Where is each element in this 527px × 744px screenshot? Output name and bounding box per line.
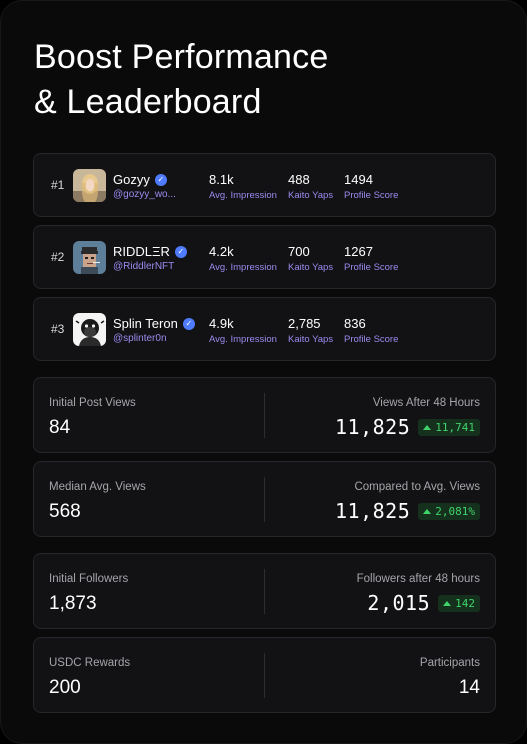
metric-card-rewards: USDC Rewards 200 Participants 14 [33, 637, 496, 713]
metric-right-label: Participants [419, 657, 480, 669]
kaito-yaps-label: Kaito Yaps [288, 262, 334, 273]
metric-right-label: Views After 48 Hours [372, 397, 480, 409]
metric-right-label: Compared to Avg. Views [354, 481, 480, 493]
page-title: Boost Performance & Leaderboard [34, 35, 328, 125]
metric-card-followers: Initial Followers 1,873 Followers after … [33, 553, 496, 629]
metric-right-group: 11,825 2,081% [335, 499, 480, 523]
leaderboard-row[interactable]: #1 Gozyy ✓ @gozyy_wo... 8.1k Avg. Impres… [33, 153, 496, 217]
avg-impression-value: 4.2k [209, 244, 234, 259]
delta-badge: 142 [438, 594, 480, 612]
metric-right-group: 11,825 11,741 [335, 415, 480, 439]
metric-right-value: 11,825 [335, 499, 411, 523]
divider [264, 653, 265, 698]
delta-value: 2,081% [435, 504, 475, 518]
user-handle[interactable]: @splinter0n [113, 333, 167, 344]
profile-score-value: 1267 [344, 244, 373, 259]
profile-score-value: 836 [344, 316, 366, 331]
verified-icon: ✓ [182, 317, 195, 330]
metric-right-value: 14 [458, 677, 480, 698]
kaito-yaps-value: 2,785 [288, 316, 321, 331]
metric-right-value: 11,825 [335, 415, 411, 439]
arrow-up-icon [423, 424, 432, 430]
metric-left-label: Median Avg. Views [49, 481, 146, 493]
avg-impression-label: Avg. Impression [209, 262, 277, 273]
username-text: RIDDLΞR [113, 244, 170, 259]
delta-value: 142 [455, 596, 475, 610]
avg-impression-label: Avg. Impression [209, 190, 277, 201]
divider [264, 569, 265, 614]
avg-impression-label: Avg. Impression [209, 334, 277, 345]
metric-left-label: USDC Rewards [49, 657, 131, 669]
username[interactable]: RIDDLΞR ✓ [113, 244, 187, 259]
rank-label: #3 [51, 322, 65, 336]
metric-right-label: Followers after 48 hours [356, 573, 480, 585]
metric-left-value: 200 [49, 677, 81, 698]
profile-score-label: Profile Score [344, 262, 399, 273]
profile-score-label: Profile Score [344, 334, 399, 345]
metric-left-value: 84 [49, 417, 71, 438]
delta-value: 11,741 [435, 420, 475, 434]
avatar[interactable] [73, 169, 106, 202]
profile-score-label: Profile Score [344, 190, 399, 201]
title-line-2: & Leaderboard [34, 83, 262, 121]
metric-right-value: 2,015 [367, 591, 431, 615]
user-handle[interactable]: @RiddlerNFT [113, 261, 175, 272]
username-text: Gozyy [113, 172, 150, 187]
avatar[interactable] [73, 241, 106, 274]
kaito-yaps-value: 700 [288, 244, 310, 259]
profile-score-value: 1494 [344, 172, 373, 187]
metric-left-label: Initial Followers [49, 573, 129, 585]
arrow-up-icon [443, 600, 452, 606]
kaito-yaps-value: 488 [288, 172, 310, 187]
metric-card-median-views: Median Avg. Views 568 Compared to Avg. V… [33, 461, 496, 537]
leaderboard-row[interactable]: #3 Splin Teron ✓ @splinter0n 4.9k Avg. I… [33, 297, 496, 361]
user-handle[interactable]: @gozyy_wo... [113, 189, 176, 200]
avg-impression-value: 8.1k [209, 172, 234, 187]
rank-label: #2 [51, 250, 65, 264]
avatar[interactable] [73, 313, 106, 346]
divider [264, 393, 265, 438]
metric-card-post-views: Initial Post Views 84 Views After 48 Hou… [33, 377, 496, 453]
leaderboard-row[interactable]: #2 RIDDLΞR ✓ @RiddlerNFT 4.2k Avg. Impre… [33, 225, 496, 289]
title-line-1: Boost Performance [34, 38, 329, 76]
kaito-yaps-label: Kaito Yaps [288, 190, 334, 201]
avg-impression-value: 4.9k [209, 316, 234, 331]
username[interactable]: Splin Teron ✓ [113, 316, 195, 331]
metric-right-group: 2,015 142 [367, 591, 480, 615]
kaito-yaps-label: Kaito Yaps [288, 334, 334, 345]
rank-label: #1 [51, 178, 65, 192]
username[interactable]: Gozyy ✓ [113, 172, 167, 187]
verified-icon: ✓ [174, 245, 187, 258]
arrow-up-icon [423, 508, 432, 514]
divider [264, 477, 265, 522]
metric-left-label: Initial Post Views [49, 397, 136, 409]
metric-left-value: 1,873 [49, 593, 97, 614]
delta-badge: 11,741 [418, 418, 480, 436]
verified-icon: ✓ [154, 173, 167, 186]
username-text: Splin Teron [113, 316, 178, 331]
metric-left-value: 568 [49, 501, 81, 522]
delta-badge: 2,081% [418, 502, 480, 520]
